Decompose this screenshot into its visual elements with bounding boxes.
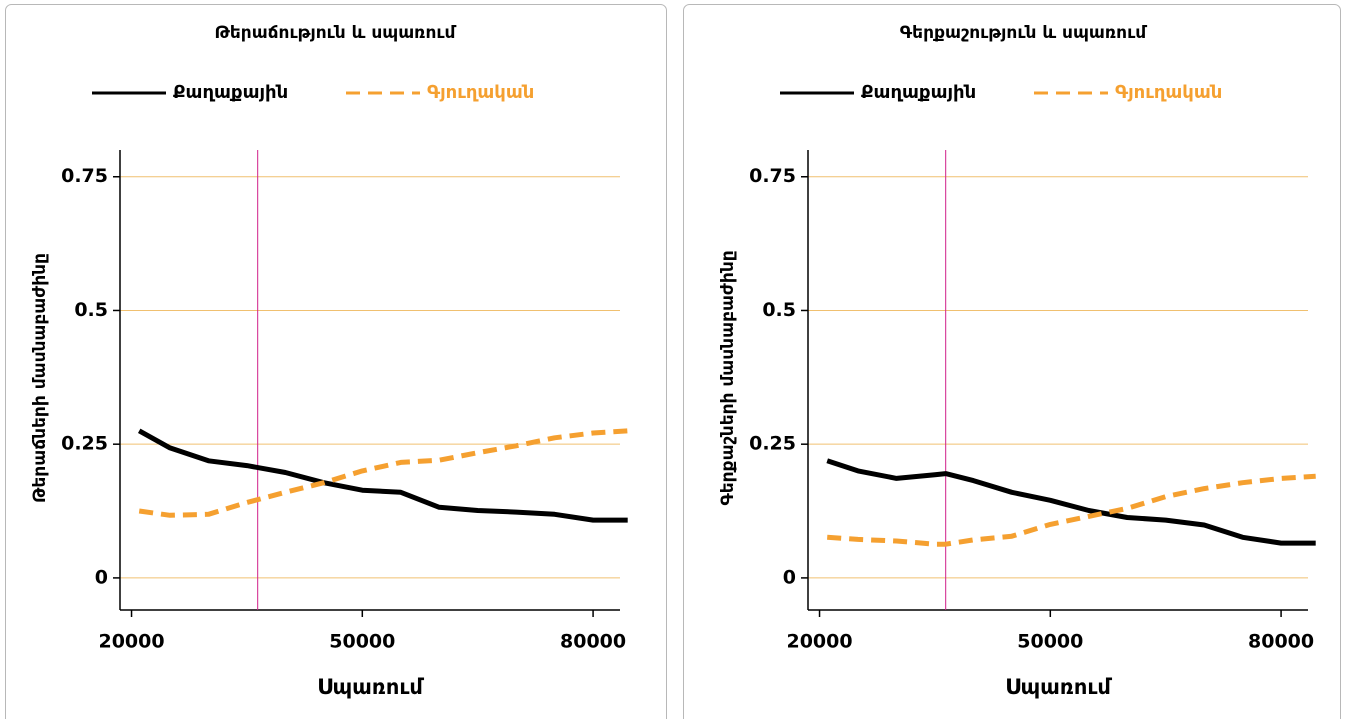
y-axis-label: Թերաճների մասնաբաժինը [30, 253, 50, 503]
x-tick-label: 80000 [560, 631, 626, 653]
panel [683, 4, 1341, 719]
y-tick-label: 0.5 [74, 299, 108, 321]
y-tick-label: 0.75 [61, 165, 108, 187]
legend-label: Քաղաքային [173, 82, 288, 103]
y-tick-label: 0 [95, 566, 108, 588]
panel [5, 4, 667, 719]
x-tick-label: 80000 [1248, 631, 1314, 653]
legend-label: Գյուղական [427, 82, 534, 103]
y-axis-label: Գերքաշների մասնաբաժինը [718, 250, 738, 505]
legend-label: Գյուղական [1115, 82, 1222, 103]
data-line [138, 428, 628, 518]
data-line [826, 458, 1316, 546]
y-tick-label: 0.25 [61, 433, 108, 455]
x-tick-label: 50000 [1017, 631, 1083, 653]
y-tick-label: 0.75 [749, 165, 796, 187]
x-tick-label: 50000 [329, 631, 395, 653]
legend-label: Քաղաքային [861, 82, 976, 103]
y-tick-label: 0 [783, 566, 796, 588]
x-axis-label: Սպառում [317, 675, 424, 699]
x-axis-label: Սպառում [1005, 675, 1112, 699]
data-line [137, 428, 628, 523]
x-tick-label: 20000 [786, 631, 852, 653]
y-tick-label: 0.5 [762, 299, 796, 321]
y-tick-label: 0.25 [749, 433, 796, 455]
chart-title: Գերքաշություն և սպառում [900, 23, 1147, 43]
chart-title: Թերաճություն և սպառում [215, 23, 457, 43]
x-tick-label: 20000 [98, 631, 164, 653]
data-line [827, 473, 1316, 547]
